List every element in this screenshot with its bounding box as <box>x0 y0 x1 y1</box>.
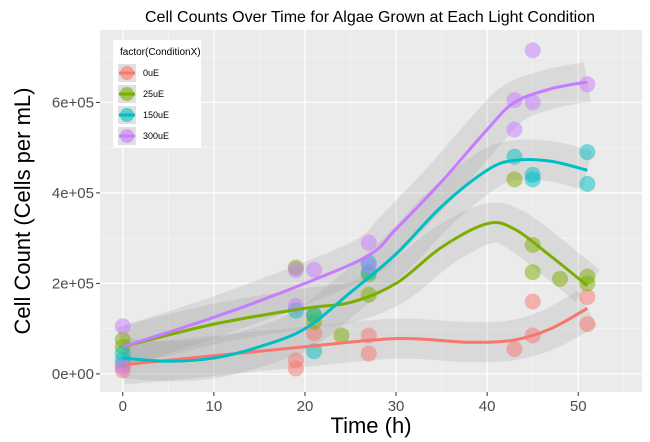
data-point-0uE <box>506 341 523 358</box>
data-point-300uE <box>524 42 541 59</box>
data-point-25uE <box>552 270 569 287</box>
x-tick-label: 20 <box>297 398 314 415</box>
data-point-300uE <box>114 318 131 335</box>
data-point-0uE <box>579 288 596 305</box>
data-point-25uE <box>333 327 350 344</box>
x-tick-label: 0 <box>119 398 127 415</box>
data-point-0uE <box>360 345 377 362</box>
data-point-0uE <box>524 293 541 310</box>
legend-label: 0uE <box>143 68 159 78</box>
x-axis-label: Time (h) <box>330 413 411 438</box>
chart-title: Cell Counts Over Time for Algae Grown at… <box>145 9 595 26</box>
data-point-0uE <box>306 325 323 342</box>
data-point-150uE <box>524 166 541 183</box>
y-tick-label: 4e+05 <box>52 185 94 202</box>
legend-title: factor(ConditionX) <box>120 47 201 58</box>
x-tick-label: 40 <box>479 398 496 415</box>
data-point-0uE <box>287 352 304 369</box>
data-point-25uE <box>506 171 523 188</box>
data-point-25uE <box>524 236 541 253</box>
data-point-300uE <box>287 261 304 278</box>
data-point-300uE <box>360 257 377 274</box>
y-tick-label: 2e+05 <box>52 275 94 292</box>
data-point-300uE <box>306 261 323 278</box>
x-tick-label: 30 <box>388 398 405 415</box>
legend-label: 300uE <box>143 131 169 141</box>
data-point-300uE <box>579 76 596 93</box>
data-point-300uE <box>114 359 131 376</box>
data-point-150uE <box>579 175 596 192</box>
data-point-150uE <box>579 144 596 161</box>
y-tick-label: 6e+05 <box>52 94 94 111</box>
legend-label: 25uE <box>143 89 164 99</box>
legend: factor(ConditionX) 0uE 25uE 150uE 300uE <box>113 40 201 148</box>
x-tick-label: 50 <box>570 398 587 415</box>
legend-label: 150uE <box>143 110 169 120</box>
y-axis-label: Cell Count (Cells per mL) <box>10 88 35 335</box>
y-tick-label: 0e+00 <box>52 366 94 383</box>
data-point-300uE <box>506 121 523 138</box>
data-point-25uE <box>524 264 541 281</box>
data-point-0uE <box>579 316 596 333</box>
x-tick-label: 10 <box>206 398 223 415</box>
smooth-line-150uE <box>122 158 588 363</box>
smooth-line-25uE <box>122 220 589 349</box>
smooth-line-300uE <box>122 80 588 349</box>
data-point-300uE <box>360 234 377 251</box>
smooth-line-0uE <box>122 306 589 367</box>
data-point-300uE <box>524 94 541 111</box>
